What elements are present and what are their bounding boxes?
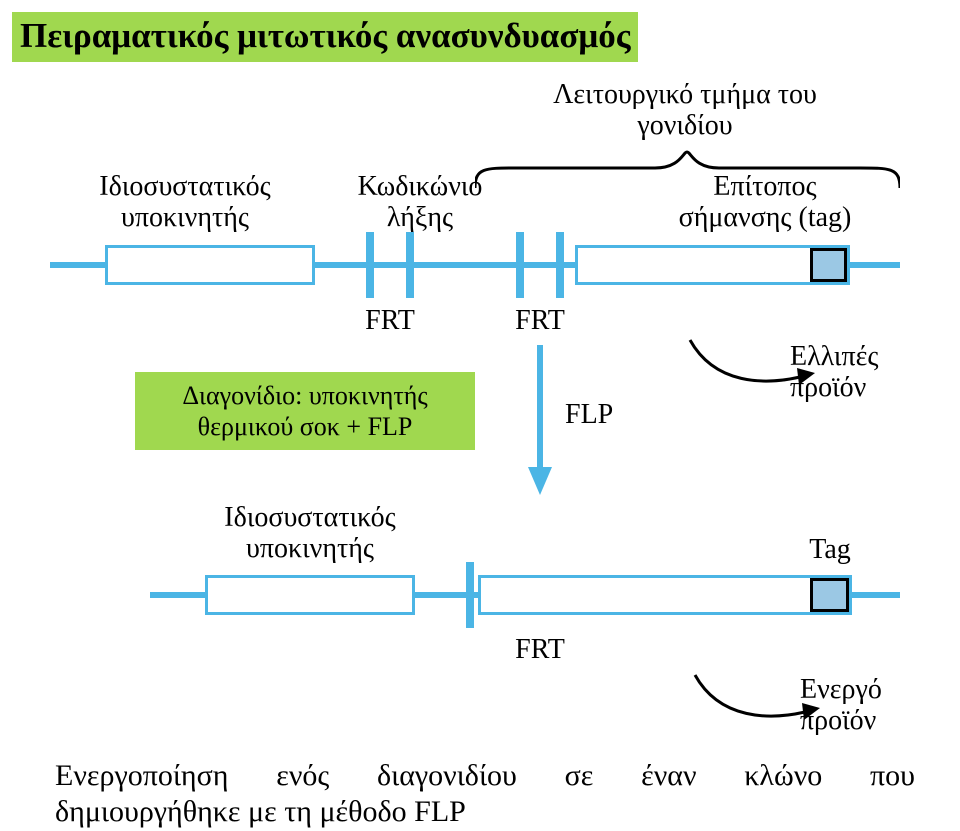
row2-tag-shade: [810, 578, 849, 612]
label-epitope-tag: Επίτοπος σήμανσης (tag): [640, 172, 890, 234]
label-constitutive-promoter-2: Ιδιοσυστατικός υποκινητής: [195, 503, 425, 565]
label-tag: Tag: [800, 535, 860, 566]
caption-line1: Ενεργοποίηση ενός διαγονιδίου σε έναν κλ…: [55, 759, 915, 792]
label-constitutive-promoter-1: Ιδιοσυστατικός υποκινητής: [55, 172, 315, 234]
row1-tick-3: [516, 232, 524, 298]
row1-tick-1: [366, 232, 374, 298]
caption: Ενεργοποίηση ενός διαγονιδίου σε έναν κλ…: [55, 758, 915, 830]
row2-tick-1: [466, 562, 474, 628]
row1-tick-4: [556, 232, 564, 298]
caption-line2: δημιουργήθηκε με τη μέθοδο FLP: [55, 795, 466, 828]
label-stop-codon: Κωδικώνιο λήξης: [330, 172, 510, 234]
label-functional-part: Λειτουργικό τμήμα του γονιδίου: [500, 80, 870, 142]
row1-tick-2: [406, 232, 414, 298]
row1-box-promoter: [105, 245, 315, 285]
row2-box-gene: [478, 575, 852, 615]
label-frt-3: FRT: [500, 635, 580, 666]
row1-tag-shade: [810, 248, 847, 282]
label-frt-1: FRT: [350, 306, 430, 337]
transgene-box-label: Διαγονίδιο: υποκινητής θερμικού σοκ + FL…: [182, 372, 427, 442]
label-flp: FLP: [565, 400, 635, 431]
transgene-box: Διαγονίδιο: υποκινητής θερμικού σοκ + FL…: [135, 372, 475, 450]
row1-box-gene: [575, 245, 850, 285]
label-active-product: Ενεργό προϊόν: [800, 675, 960, 737]
page-title-band: Πειραματικός μιτωτικός ανασυνδυασμός: [12, 12, 638, 62]
label-defective-product: Ελλιπές προϊόν: [790, 342, 950, 404]
label-frt-2: FRT: [500, 306, 580, 337]
page-title: Πειραματικός μιτωτικός ανασυνδυασμός: [20, 16, 630, 55]
row2-box-promoter: [205, 575, 415, 615]
flp-arrow-icon: [520, 345, 560, 495]
